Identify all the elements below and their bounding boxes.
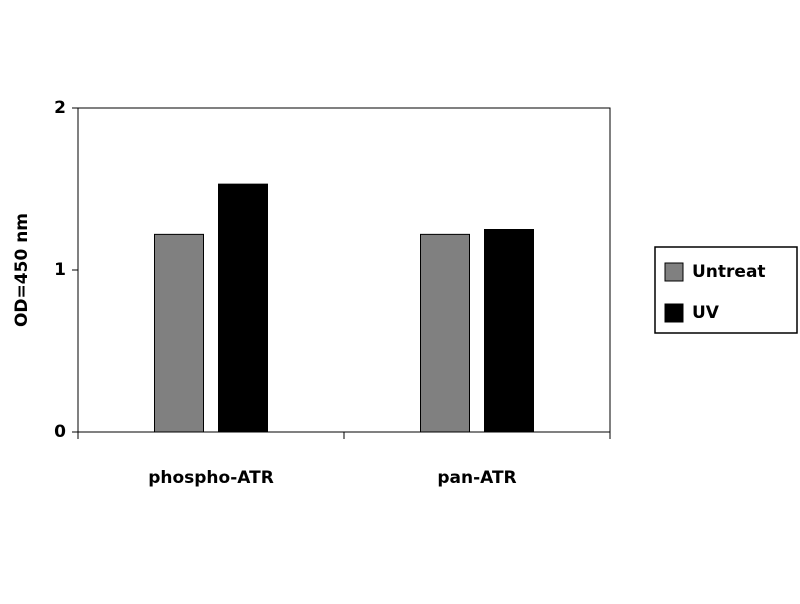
bar bbox=[218, 183, 268, 433]
bar bbox=[154, 233, 204, 433]
bar bbox=[484, 229, 534, 433]
y-axis-label: OD=450 nm bbox=[12, 213, 32, 327]
legend-label: Untreat bbox=[692, 262, 766, 282]
y-tick-label: 1 bbox=[54, 260, 66, 280]
legend-swatch bbox=[664, 303, 684, 323]
bar bbox=[420, 233, 470, 433]
legend-swatch bbox=[664, 262, 684, 282]
x-tick-label: pan-ATR bbox=[437, 468, 516, 488]
x-tick-label: phospho-ATR bbox=[148, 468, 274, 488]
y-tick-label: 2 bbox=[54, 98, 66, 118]
y-tick-label: 0 bbox=[54, 422, 66, 442]
legend-label: UV bbox=[692, 303, 720, 323]
